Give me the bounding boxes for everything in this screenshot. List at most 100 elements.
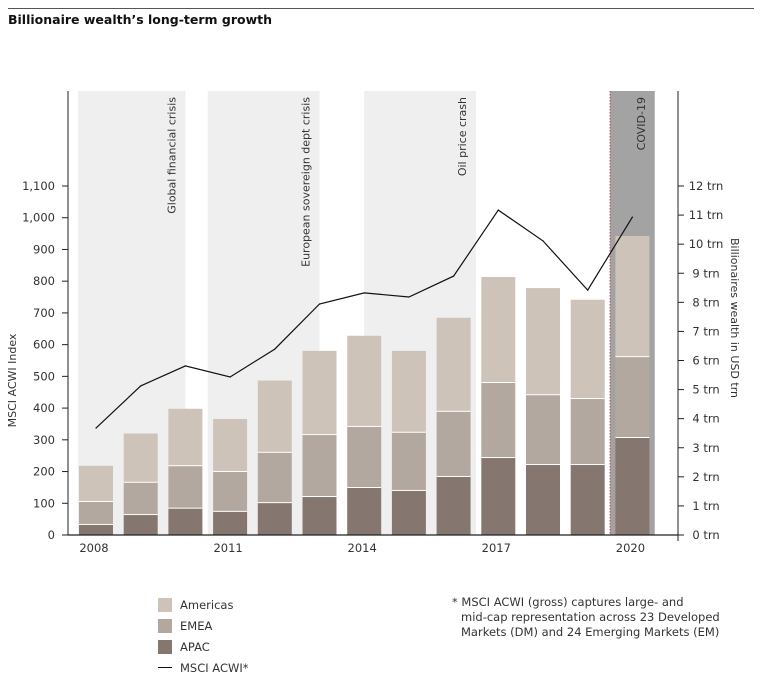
bar-americas-2017 (481, 277, 516, 383)
line-point-2015 (408, 296, 410, 298)
y2-tick-label: 2 trn (692, 470, 719, 484)
line-point-2012 (274, 348, 276, 350)
bar-emea-2014 (347, 425, 382, 488)
y-tick-label: 800 (33, 274, 55, 288)
bar-emea-2009 (123, 481, 158, 515)
y-tick-label: 900 (33, 242, 55, 256)
y-tick-label: 100 (33, 496, 55, 510)
bar-apac-2013 (302, 496, 337, 535)
y2-tick-label: 0 trn (692, 528, 719, 542)
bar-americas-2010 (168, 408, 203, 466)
legend-line-msci (158, 666, 172, 669)
bar-emea-2008 (79, 500, 113, 524)
y2-tick-label: 9 trn (692, 266, 719, 280)
event-label: COVID-19 (635, 97, 648, 150)
y-tick-label: 200 (33, 465, 55, 479)
legend-item-americas: Americas (158, 594, 249, 615)
y2-axis-title: Billionaires wealth in USD trn (728, 238, 741, 398)
bar-apac-2015 (391, 489, 426, 535)
bar-apac-2008 (79, 523, 113, 535)
line-point-2009 (140, 385, 142, 387)
bar-americas-2012 (257, 380, 292, 452)
y2-tick-label: 6 trn (692, 354, 719, 368)
bar-americas-2013 (302, 350, 337, 435)
bar-americas-2011 (213, 418, 248, 472)
y2-tick-label: 7 trn (692, 324, 719, 338)
y-tick-label: 1,100 (22, 179, 55, 193)
bar-apac-2019 (570, 464, 605, 535)
footnote-line: * MSCI ACWI (gross) captures large- and (452, 595, 684, 609)
chart: Global financial crisis European sovereig… (6, 91, 741, 555)
title-rule (8, 8, 754, 9)
bar-americas-2009 (123, 433, 158, 482)
x-tick-label: 2017 (482, 541, 511, 555)
legend-label: EMEA (180, 618, 213, 633)
event-label: Global financial crisis (165, 97, 178, 214)
bar-americas-2016 (436, 317, 471, 411)
bar-americas-2018 (526, 288, 560, 395)
legend: Americas EMEA APAC MSCI ACWI* (158, 594, 249, 678)
bar-apac-2018 (526, 464, 560, 535)
y2-tick-label: 8 trn (692, 295, 719, 309)
x-tick-label: 2020 (616, 541, 645, 555)
bar-apac-2011 (213, 510, 248, 535)
bar-apac-2020 (615, 436, 650, 535)
y-tick-label: 300 (33, 433, 55, 447)
line-point-2010 (184, 365, 186, 367)
line-point-2018 (542, 240, 544, 242)
y2-tick-label: 12 trn (689, 179, 724, 193)
bar-apac-2010 (168, 507, 203, 535)
msci-line (95, 209, 634, 429)
bar-emea-2019 (570, 398, 605, 465)
bar-emea-2016 (436, 410, 471, 476)
line-point-2016 (453, 275, 455, 277)
x-tick-label: 2011 (213, 541, 242, 555)
bar-americas-2008 (79, 465, 113, 501)
bar-emea-2018 (526, 394, 560, 465)
line-point-2008 (95, 427, 97, 429)
y-axis-title: MSCI ACWI Index (6, 333, 19, 427)
bar-separator (436, 409, 471, 412)
legend-swatch-emea (158, 618, 172, 633)
y-tick-label: 700 (33, 306, 55, 320)
labels: Global financial crisis European sovereig… (6, 97, 741, 555)
legend-swatch-americas (158, 597, 172, 612)
y-tick-label: 600 (33, 338, 55, 352)
legend-label: APAC (180, 639, 210, 654)
line-point-2011 (229, 376, 231, 378)
footnote-line: mid-cap representation across 23 Develop… (461, 610, 720, 624)
y-tick-label: 0 (48, 528, 55, 542)
footnote-line: Markets (DM) and 24 Emerging Markets (EM… (461, 625, 720, 639)
bar-emea-2017 (481, 382, 516, 458)
bar-separator (168, 464, 203, 467)
bar-emea-2012 (257, 451, 292, 503)
y2-tick-label: 11 trn (689, 208, 724, 222)
footnote: * MSCI ACWI (gross) captures large- and … (452, 595, 752, 640)
bars (79, 236, 650, 535)
line-point-2020 (631, 216, 634, 218)
y-tick-label: 500 (33, 369, 55, 383)
bar-apac-2012 (257, 502, 292, 535)
axes (62, 91, 684, 541)
bar-americas-2014 (347, 335, 382, 426)
legend-item-emea: EMEA (158, 615, 249, 636)
bar-apac-2009 (123, 514, 158, 535)
y-tick-label: 1,000 (22, 211, 55, 225)
y2-tick-label: 4 trn (692, 412, 719, 426)
line-point-2019 (587, 289, 589, 291)
bar-emea-2011 (213, 471, 248, 511)
legend-label: Americas (180, 597, 234, 612)
x-tick-label: 2008 (79, 541, 108, 555)
bar-emea-2020 (615, 356, 650, 437)
bar-americas-2019 (570, 299, 605, 399)
line-point-2014 (363, 292, 365, 294)
bar-americas-2020 (615, 236, 650, 357)
bar-emea-2015 (391, 431, 426, 490)
chart-title: Billionaire wealth’s long-term growth (8, 12, 273, 27)
legend-item-apac: APAC (158, 636, 249, 657)
y2-tick-label: 3 trn (692, 441, 719, 455)
event-label: Oil price crash (456, 97, 469, 176)
y-tick-label: 400 (33, 401, 55, 415)
legend-label: MSCI ACWI* (180, 660, 249, 675)
bar-emea-2013 (302, 434, 337, 497)
